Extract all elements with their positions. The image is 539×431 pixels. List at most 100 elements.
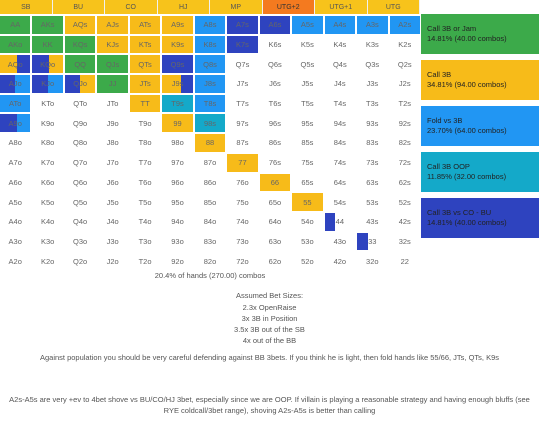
hand-cell-t4s[interactable]: T4s <box>324 94 356 113</box>
hand-cell-43o[interactable]: 43o <box>324 232 356 251</box>
hand-cell-95o[interactable]: 95o <box>162 193 193 211</box>
tab-bu[interactable]: BU <box>52 0 105 14</box>
hand-cell-q9o[interactable]: Q9o <box>64 114 96 133</box>
hand-cell-aks[interactable]: AKs <box>32 16 63 34</box>
hand-cell-a5o[interactable]: A5o <box>0 193 31 211</box>
hand-cell-k4s[interactable]: K4s <box>324 35 356 54</box>
hand-cell-t6s[interactable]: T6s <box>259 94 291 113</box>
hand-cell-88[interactable]: 88 <box>194 134 226 152</box>
hand-cell-k9o[interactable]: K9o <box>32 114 63 133</box>
hand-cell-q8o[interactable]: Q8o <box>64 134 96 152</box>
hand-cell-85s[interactable]: 85s <box>292 134 323 152</box>
hand-cell-k8o[interactable]: K8o <box>32 134 63 152</box>
hand-cell-94s[interactable]: 94s <box>324 114 356 133</box>
hand-cell-k5s[interactable]: K5s <box>292 35 323 54</box>
hand-cell-j7s[interactable]: J7s <box>227 75 258 93</box>
hand-cell-76o[interactable]: 76o <box>227 173 258 192</box>
hand-cell-62o[interactable]: 62o <box>259 252 291 270</box>
hand-cell-63s[interactable]: 63s <box>357 173 388 192</box>
hand-cell-jto[interactable]: JTo <box>97 94 128 113</box>
hand-cell-q8s[interactable]: Q8s <box>194 55 226 74</box>
hand-cell-kto[interactable]: KTo <box>32 94 63 113</box>
hand-cell-a9s[interactable]: A9s <box>162 16 193 34</box>
hand-cell-k6o[interactable]: K6o <box>32 173 63 192</box>
hand-cell-32o[interactable]: 32o <box>357 252 388 270</box>
hand-cell-84o[interactable]: 84o <box>194 212 226 231</box>
hand-cell-j7o[interactable]: J7o <box>97 153 128 172</box>
hand-cell-j9s[interactable]: J9s <box>162 75 193 93</box>
hand-cell-q2o[interactable]: Q2o <box>64 252 96 270</box>
hand-cell-ats[interactable]: ATs <box>129 16 161 34</box>
hand-cell-qto[interactable]: QTo <box>64 94 96 113</box>
hand-cell-t7o[interactable]: T7o <box>129 153 161 172</box>
hand-cell-53s[interactable]: 53s <box>357 193 388 211</box>
hand-cell-k7s[interactable]: K7s <box>227 35 258 54</box>
hand-cell-72s[interactable]: 72s <box>389 153 420 172</box>
hand-cell-a9o[interactable]: A9o <box>0 114 31 133</box>
hand-cell-j4o[interactable]: J4o <box>97 212 128 231</box>
hand-cell-ajo[interactable]: AJo <box>0 75 31 93</box>
hand-cell-65s[interactable]: 65s <box>292 173 323 192</box>
tab-utgplus2[interactable]: UTG+2 <box>262 0 315 14</box>
hand-cell-93s[interactable]: 93s <box>357 114 388 133</box>
hand-cell-86s[interactable]: 86s <box>259 134 291 152</box>
hand-cell-92s[interactable]: 92s <box>389 114 420 133</box>
hand-cell-j9o[interactable]: J9o <box>97 114 128 133</box>
hand-cell-t6o[interactable]: T6o <box>129 173 161 192</box>
hand-cell-qq[interactable]: QQ <box>64 55 96 74</box>
hand-cell-75o[interactable]: 75o <box>227 193 258 211</box>
hand-cell-k3s[interactable]: K3s <box>357 35 388 54</box>
hand-cell-95s[interactable]: 95s <box>292 114 323 133</box>
hand-cell-kqs[interactable]: KQs <box>64 35 96 54</box>
hand-cell-j3o[interactable]: J3o <box>97 232 128 251</box>
hand-cell-44[interactable]: 44 <box>324 212 356 231</box>
hand-cell-t8o[interactable]: T8o <box>129 134 161 152</box>
hand-cell-kjs[interactable]: KJs <box>97 35 128 54</box>
hand-cell-q5s[interactable]: Q5s <box>292 55 323 74</box>
hand-cell-a4s[interactable]: A4s <box>324 16 356 34</box>
hand-cell-k9s[interactable]: K9s <box>162 35 193 54</box>
hand-cell-84s[interactable]: 84s <box>324 134 356 152</box>
hand-cell-32s[interactable]: 32s <box>389 232 420 251</box>
hand-cell-98o[interactable]: 98o <box>162 134 193 152</box>
hand-cell-52o[interactable]: 52o <box>292 252 323 270</box>
hand-cell-74o[interactable]: 74o <box>227 212 258 231</box>
hand-cell-87o[interactable]: 87o <box>194 153 226 172</box>
hand-cell-j3s[interactable]: J3s <box>357 75 388 93</box>
hand-cell-55[interactable]: 55 <box>292 193 323 211</box>
hand-cell-83o[interactable]: 83o <box>194 232 226 251</box>
hand-cell-42o[interactable]: 42o <box>324 252 356 270</box>
hand-cell-75s[interactable]: 75s <box>292 153 323 172</box>
hand-cell-a8s[interactable]: A8s <box>194 16 226 34</box>
hand-cell-33[interactable]: 33 <box>357 232 388 251</box>
hand-cell-k7o[interactable]: K7o <box>32 153 63 172</box>
hand-cell-kjo[interactable]: KJo <box>32 75 63 93</box>
hand-cell-96s[interactable]: 96s <box>259 114 291 133</box>
hand-cell-k6s[interactable]: K6s <box>259 35 291 54</box>
hand-cell-42s[interactable]: 42s <box>389 212 420 231</box>
hand-cell-66[interactable]: 66 <box>259 173 291 192</box>
hand-cell-94o[interactable]: 94o <box>162 212 193 231</box>
hand-cell-q7s[interactable]: Q7s <box>227 55 258 74</box>
hand-cell-85o[interactable]: 85o <box>194 193 226 211</box>
hand-cell-t3s[interactable]: T3s <box>357 94 388 113</box>
hand-cell-j4s[interactable]: J4s <box>324 75 356 93</box>
hand-cell-a4o[interactable]: A4o <box>0 212 31 231</box>
hand-cell-a8o[interactable]: A8o <box>0 134 31 152</box>
hand-cell-t5o[interactable]: T5o <box>129 193 161 211</box>
hand-cell-83s[interactable]: 83s <box>357 134 388 152</box>
hand-cell-q6s[interactable]: Q6s <box>259 55 291 74</box>
hand-cell-52s[interactable]: 52s <box>389 193 420 211</box>
hand-cell-ajs[interactable]: AJs <box>97 16 128 34</box>
hand-cell-k2o[interactable]: K2o <box>32 252 63 270</box>
hand-cell-a7o[interactable]: A7o <box>0 153 31 172</box>
hand-cell-86o[interactable]: 86o <box>194 173 226 192</box>
hand-cell-j8s[interactable]: J8s <box>194 75 226 93</box>
hand-cell-j8o[interactable]: J8o <box>97 134 128 152</box>
hand-cell-53o[interactable]: 53o <box>292 232 323 251</box>
hand-cell-q9s[interactable]: Q9s <box>162 55 193 74</box>
hand-cell-j5s[interactable]: J5s <box>292 75 323 93</box>
hand-cell-aqs[interactable]: AQs <box>64 16 96 34</box>
hand-cell-t7s[interactable]: T7s <box>227 94 258 113</box>
hand-cell-kk[interactable]: KK <box>32 35 63 54</box>
